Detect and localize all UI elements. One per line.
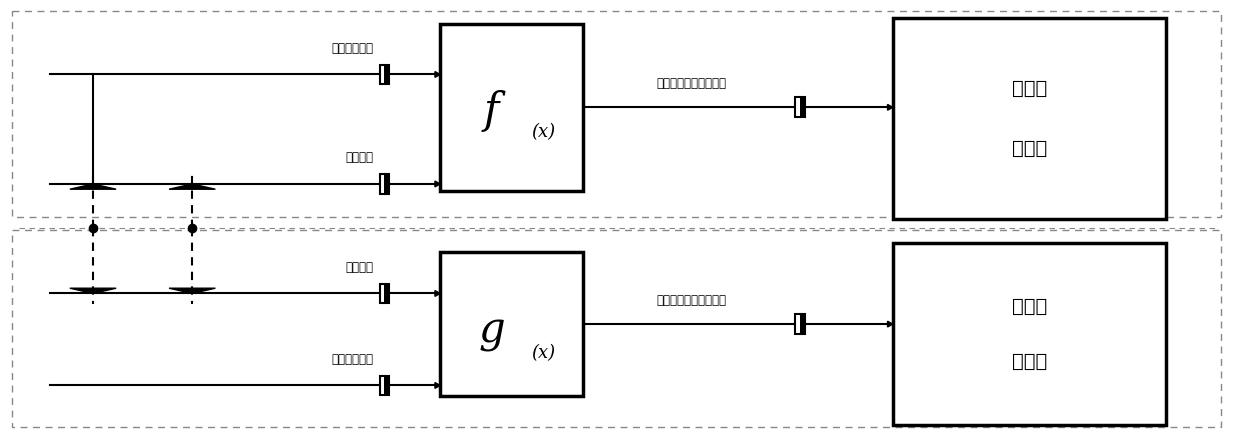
- Bar: [379, 65, 389, 84]
- Polygon shape: [888, 321, 893, 327]
- Bar: [795, 98, 805, 117]
- Text: 燃气温度: 燃气温度: [346, 151, 373, 164]
- Polygon shape: [435, 290, 440, 297]
- Text: (x): (x): [531, 344, 556, 362]
- Polygon shape: [888, 104, 893, 110]
- Bar: [893, 243, 1166, 425]
- Text: 补气口调节阀驱动电流: 补气口调节阀驱动电流: [656, 77, 727, 90]
- Bar: [379, 174, 389, 194]
- Text: 燃气流量: 燃气流量: [346, 261, 373, 274]
- Polygon shape: [435, 71, 440, 78]
- Text: 进气口: 进气口: [1012, 297, 1047, 316]
- Bar: [12, 11, 1221, 217]
- Bar: [379, 376, 389, 396]
- Polygon shape: [69, 184, 117, 189]
- Text: 补气口: 补气口: [1012, 78, 1047, 98]
- Bar: [379, 284, 389, 304]
- Bar: [800, 98, 805, 117]
- Bar: [440, 24, 583, 191]
- Polygon shape: [435, 181, 440, 187]
- Text: f: f: [484, 90, 500, 132]
- Bar: [384, 284, 389, 304]
- Bar: [440, 252, 583, 396]
- Bar: [384, 376, 389, 396]
- Polygon shape: [169, 184, 216, 189]
- Polygon shape: [435, 382, 440, 389]
- Text: 进气口调节阀驱动电流: 进气口调节阀驱动电流: [656, 293, 727, 307]
- Polygon shape: [169, 288, 216, 293]
- Bar: [893, 18, 1166, 219]
- Text: 目标燃气流量: 目标燃气流量: [331, 353, 373, 366]
- Bar: [795, 314, 805, 334]
- Bar: [800, 314, 805, 334]
- Text: 调节阀: 调节阀: [1012, 139, 1047, 158]
- Text: 目标燃气温度: 目标燃气温度: [331, 42, 373, 55]
- Polygon shape: [69, 288, 117, 293]
- Text: (x): (x): [531, 124, 556, 141]
- Bar: [384, 65, 389, 84]
- Bar: [12, 230, 1221, 427]
- Bar: [384, 174, 389, 194]
- Text: g: g: [479, 311, 505, 352]
- Text: 调节阀: 调节阀: [1012, 352, 1047, 371]
